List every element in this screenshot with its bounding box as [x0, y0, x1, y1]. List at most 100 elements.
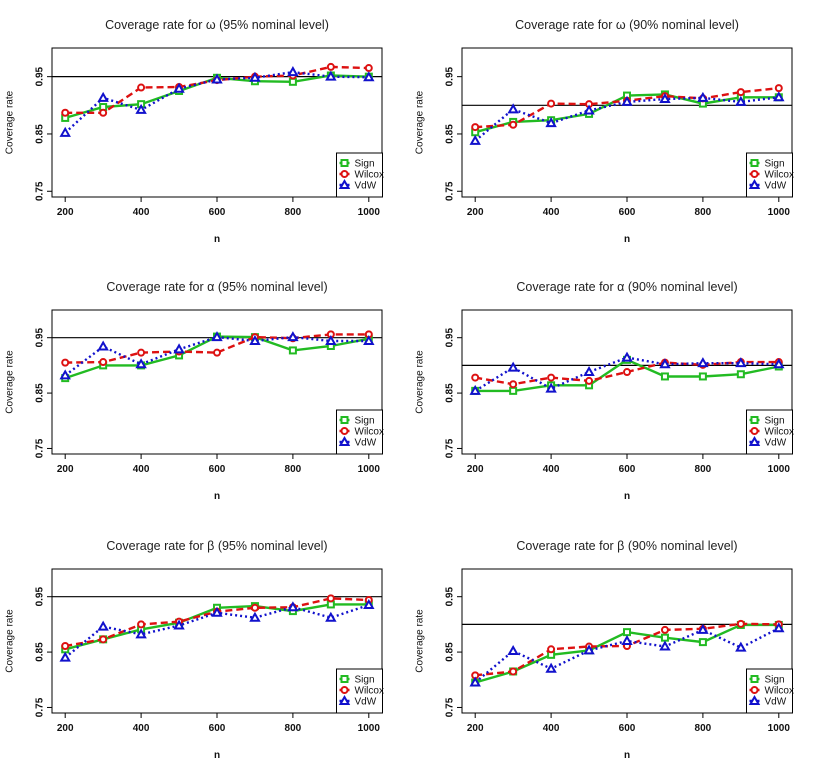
- y-tick-label: 0.95: [35, 328, 46, 348]
- data-point-wilcox: [774, 84, 783, 93]
- legend-label-wilcox: Wilcox: [765, 686, 794, 697]
- data-point-wilcox: [213, 348, 221, 357]
- data-point-vdw: [211, 73, 223, 84]
- legend-label-vdw: VdW: [765, 438, 787, 449]
- data-point-wilcox: [250, 603, 259, 612]
- y-tick-label: 0.75: [445, 181, 456, 201]
- x-tick-label: 1000: [358, 464, 381, 475]
- y-tick-label: 0.75: [445, 697, 456, 717]
- data-point-wilcox: [364, 64, 373, 73]
- x-axis-label: n: [624, 750, 630, 761]
- data-point-vdw: [249, 334, 261, 346]
- chart-title: Coverage rate for α (95% nominal level): [106, 280, 327, 294]
- data-point-wilcox: [623, 368, 631, 377]
- chart-title: Coverage rate for ω (90% nominal level): [515, 18, 739, 32]
- data-point-vdw: [325, 611, 337, 622]
- legend-marker-sign: [340, 675, 349, 683]
- legend-label-wilcox: Wilcox: [355, 686, 384, 697]
- series-line-vdw: [474, 627, 780, 684]
- data-point-vdw: [287, 601, 299, 612]
- legend-marker-wilcox: [750, 170, 759, 178]
- legend-marker-sign: [340, 159, 349, 167]
- y-tick-label: 0.85: [35, 642, 46, 662]
- legend-label-vdw: VdW: [355, 697, 377, 708]
- data-point-vdw: [507, 361, 519, 372]
- data-point-sign: [660, 372, 669, 381]
- y-tick-label: 0.95: [445, 66, 456, 86]
- chart-panel-2: Coverage rate for ω (90% nominal level) 2…: [415, 18, 794, 245]
- y-tick-label: 0.75: [35, 697, 46, 717]
- chart-title: Coverage rate for ω (95% nominal level): [105, 18, 329, 32]
- y-axis-label: Coverage rate: [415, 90, 426, 154]
- data-point-vdw: [59, 126, 71, 137]
- x-tick-label: 800: [285, 464, 302, 475]
- x-tick-label: 1000: [768, 464, 791, 475]
- y-tick-label: 0.85: [445, 383, 456, 403]
- chart-title: Coverage rate for α (90% nominal level): [516, 280, 737, 294]
- x-tick-label: 200: [467, 207, 484, 218]
- data-point-vdw: [697, 91, 709, 102]
- x-tick-label: 200: [57, 464, 74, 475]
- data-point-vdw: [545, 662, 557, 673]
- data-point-wilcox: [326, 594, 335, 603]
- data-point-wilcox: [547, 373, 556, 382]
- y-tick-label: 0.95: [445, 587, 456, 607]
- data-point-vdw: [135, 628, 147, 639]
- data-point-vdw: [287, 331, 299, 342]
- data-point-vdw: [545, 382, 557, 393]
- data-point-vdw: [735, 357, 747, 368]
- chart-panel-1: Coverage rate for ω (95% nominal level) 2…: [5, 18, 384, 245]
- x-tick-label: 1000: [358, 207, 381, 218]
- data-point-vdw: [363, 334, 375, 346]
- y-axis-label: Coverage rate: [415, 609, 426, 673]
- y-axis-label: Coverage rate: [5, 90, 16, 154]
- data-point-vdw: [621, 95, 633, 106]
- data-point-vdw: [97, 340, 109, 351]
- data-point-vdw: [507, 103, 519, 114]
- data-point-wilcox: [471, 373, 480, 382]
- data-point-vdw: [287, 66, 299, 77]
- data-point-vdw: [249, 611, 261, 622]
- data-point-vdw: [659, 92, 671, 104]
- data-point-wilcox: [326, 62, 335, 71]
- y-axis-label: Coverage rate: [5, 609, 16, 673]
- legend-label-wilcox: Wilcox: [765, 427, 794, 438]
- series-line-vdw: [474, 96, 779, 142]
- x-tick-label: 200: [467, 464, 484, 475]
- data-point-wilcox: [99, 635, 108, 644]
- legend-label-vdw: VdW: [765, 697, 787, 708]
- data-point-wilcox: [61, 641, 70, 650]
- data-point-vdw: [545, 117, 557, 128]
- x-tick-label: 400: [543, 464, 560, 475]
- data-point-wilcox: [61, 358, 70, 367]
- data-point-vdw: [211, 331, 223, 342]
- y-tick-label: 0.95: [445, 328, 456, 348]
- y-tick-label: 0.95: [35, 587, 46, 607]
- y-tick-label: 0.85: [35, 124, 46, 144]
- y-tick-label: 0.75: [35, 438, 46, 458]
- data-point-vdw: [659, 640, 671, 651]
- x-tick-label: 800: [285, 207, 302, 218]
- data-point-vdw: [173, 343, 185, 354]
- x-tick-label: 400: [133, 464, 150, 475]
- data-point-vdw: [59, 369, 71, 380]
- data-point-vdw: [211, 606, 223, 617]
- data-point-wilcox: [99, 358, 108, 367]
- data-point-vdw: [697, 623, 709, 634]
- y-axis-label: Coverage rate: [5, 350, 16, 414]
- data-point-vdw: [583, 644, 595, 655]
- legend-marker-wilcox: [750, 686, 759, 694]
- data-point-vdw: [325, 334, 337, 346]
- data-point-sign: [698, 638, 707, 647]
- data-point-vdw: [773, 91, 785, 102]
- data-point-vdw: [621, 634, 633, 645]
- series-line-vdw: [474, 356, 779, 392]
- y-tick-label: 0.85: [445, 642, 456, 662]
- legend-label-wilcox: Wilcox: [355, 170, 384, 181]
- legend-label-sign: Sign: [355, 416, 375, 427]
